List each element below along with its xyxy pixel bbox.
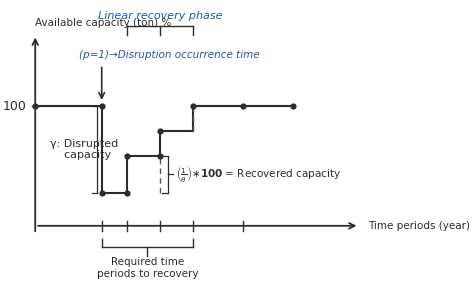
Text: Linear recovery phase: Linear recovery phase <box>98 11 222 21</box>
Text: $\left(\frac{1}{\theta}\right)$$\ast\mathbf{100}$ = Recovered capacity: $\left(\frac{1}{\theta}\right)$$\ast\mat… <box>176 164 341 184</box>
Text: Available capacity (ton) %: Available capacity (ton) % <box>35 18 172 28</box>
Text: Required time
periods to recovery: Required time periods to recovery <box>97 257 198 279</box>
Text: Time periods (year): Time periods (year) <box>368 221 470 231</box>
Text: 100: 100 <box>2 100 26 113</box>
Text: (p=1)→Disruption occurrence time: (p=1)→Disruption occurrence time <box>79 50 259 59</box>
Text: γ: Disrupted
    capacity: γ: Disrupted capacity <box>50 139 118 160</box>
